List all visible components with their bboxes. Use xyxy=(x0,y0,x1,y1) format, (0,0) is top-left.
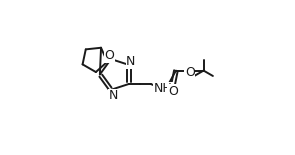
Text: NH: NH xyxy=(153,82,172,95)
Text: O: O xyxy=(104,49,114,62)
Text: N: N xyxy=(109,89,118,102)
Text: O: O xyxy=(185,66,195,79)
Text: N: N xyxy=(126,55,136,68)
Text: O: O xyxy=(168,85,178,98)
